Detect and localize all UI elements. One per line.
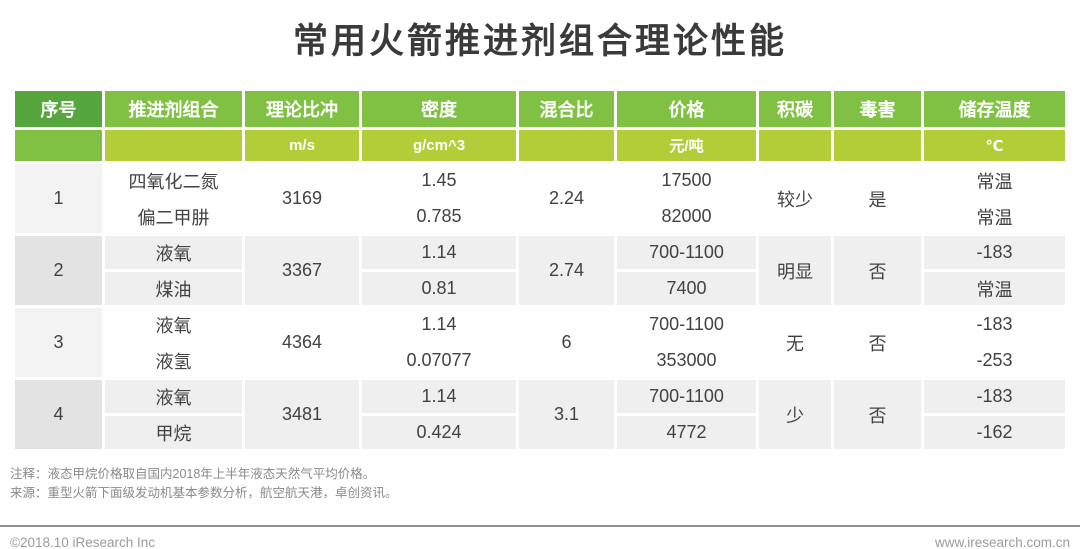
unit-propellant xyxy=(105,130,242,161)
cell-storage-fuel: 常温 xyxy=(924,272,1065,305)
page: 常用火箭推进剂组合理论性能 序号 推进剂组合 理论比冲 密度 混合比 价格 积碳… xyxy=(0,13,1080,549)
cell-price-oxidizer: 700-1100 xyxy=(617,236,756,269)
cell-density-oxidizer: 1.14 xyxy=(362,308,516,341)
cell-storage-oxidizer: -183 xyxy=(924,380,1065,413)
table-row: 1 四氧化二氮 3169 1.45 2.24 17500 较少 是 常温 xyxy=(15,164,1065,233)
cell-density-oxidizer: 1.14 xyxy=(362,380,516,413)
unit-row: m/s g/cm^3 元/吨 ℃ xyxy=(15,130,1065,161)
cell-fuel: 偏二甲肼 xyxy=(105,200,242,233)
col-header-density: 密度 xyxy=(362,91,516,127)
cell-storage-oxidizer: -183 xyxy=(924,236,1065,269)
cell-fuel: 液氢 xyxy=(105,344,242,377)
col-header-carbon: 积碳 xyxy=(759,91,831,127)
cell-index: 1 xyxy=(15,164,102,233)
cell-oxidizer: 液氧 xyxy=(105,308,242,341)
cell-index: 4 xyxy=(15,380,102,449)
cell-density-oxidizer: 1.45 xyxy=(362,164,516,197)
cell-toxic: 是 xyxy=(834,164,921,233)
cell-impulse: 4364 xyxy=(245,308,359,377)
unit-impulse: m/s xyxy=(245,130,359,161)
cell-toxic: 否 xyxy=(834,380,921,449)
unit-price: 元/吨 xyxy=(617,130,756,161)
cell-fuel: 煤油 xyxy=(105,272,242,305)
cell-density-fuel: 0.424 xyxy=(362,416,516,449)
cell-price-oxidizer: 700-1100 xyxy=(617,308,756,341)
cell-fuel: 甲烷 xyxy=(105,416,242,449)
cell-ratio: 2.74 xyxy=(519,236,614,305)
footer-divider xyxy=(0,525,1080,527)
cell-toxic: 否 xyxy=(834,236,921,305)
cell-oxidizer: 液氧 xyxy=(105,236,242,269)
unit-index xyxy=(15,130,102,161)
cell-carbon: 少 xyxy=(759,380,831,449)
cell-ratio: 2.24 xyxy=(519,164,614,233)
footnotes: 注释：液态甲烷价格取自国内2018年上半年液态天然气平均价格。 来源：重型火箭下… xyxy=(10,465,1080,504)
unit-storage: ℃ xyxy=(924,130,1065,161)
cell-toxic: 否 xyxy=(834,308,921,377)
cell-storage-fuel: -253 xyxy=(924,344,1065,377)
unit-ratio xyxy=(519,130,614,161)
cell-price-oxidizer: 700-1100 xyxy=(617,380,756,413)
cell-ratio: 3.1 xyxy=(519,380,614,449)
unit-carbon xyxy=(759,130,831,161)
table-subrow: 液氢 0.07077 353000 -253 xyxy=(15,344,1065,377)
unit-toxic xyxy=(834,130,921,161)
unit-density: g/cm^3 xyxy=(362,130,516,161)
cell-impulse: 3367 xyxy=(245,236,359,305)
website-text: www.iresearch.com.cn xyxy=(934,535,1070,549)
cell-density-fuel: 0.785 xyxy=(362,200,516,233)
table-subrow: 甲烷 0.424 4772 -162 xyxy=(15,416,1065,449)
cell-density-oxidizer: 1.14 xyxy=(362,236,516,269)
cell-index: 3 xyxy=(15,308,102,377)
table-row: 4 液氧 3481 1.14 3.1 700-1100 少 否 -183 xyxy=(15,380,1065,449)
col-header-index: 序号 xyxy=(15,91,102,127)
cell-storage-fuel: 常温 xyxy=(924,200,1065,233)
cell-impulse: 3169 xyxy=(245,164,359,233)
source-line: 来源：重型火箭下面级发动机基本参数分析，航空航天港，卓创资讯。 xyxy=(10,486,398,501)
col-header-ratio: 混合比 xyxy=(519,91,614,127)
header-row: 序号 推进剂组合 理论比冲 密度 混合比 价格 积碳 毒害 储存温度 xyxy=(15,91,1065,127)
cell-oxidizer: 液氧 xyxy=(105,380,242,413)
cell-storage-oxidizer: 常温 xyxy=(924,164,1065,197)
table-row: 2 液氧 3367 1.14 2.74 700-1100 明显 否 -183 xyxy=(15,236,1065,305)
col-header-impulse: 理论比冲 xyxy=(245,91,359,127)
copyright-text: ©2018.10 iResearch Inc xyxy=(10,535,156,549)
table-subrow: 偏二甲肼 0.785 82000 常温 xyxy=(15,200,1065,233)
cell-storage-oxidizer: -183 xyxy=(924,308,1065,341)
table-row: 3 液氧 4364 1.14 6 700-1100 无 否 -183 xyxy=(15,308,1065,377)
page-title: 常用火箭推进剂组合理论性能 xyxy=(292,22,787,61)
cell-price-fuel: 4772 xyxy=(617,416,756,449)
cell-impulse: 3481 xyxy=(245,380,359,449)
cell-index: 2 xyxy=(15,236,102,305)
table-subrow: 煤油 0.81 7400 常温 xyxy=(15,272,1065,305)
col-header-storage: 储存温度 xyxy=(924,91,1065,127)
cell-carbon: 明显 xyxy=(759,236,831,305)
cell-carbon: 无 xyxy=(759,308,831,377)
cell-storage-fuel: -162 xyxy=(924,416,1065,449)
cell-price-fuel: 82000 xyxy=(617,200,756,233)
cell-density-fuel: 0.07077 xyxy=(362,344,516,377)
col-header-price: 价格 xyxy=(617,91,756,127)
cell-density-fuel: 0.81 xyxy=(362,272,516,305)
cell-oxidizer: 四氧化二氮 xyxy=(105,164,242,197)
cell-price-fuel: 7400 xyxy=(617,272,756,305)
cell-ratio: 6 xyxy=(519,308,614,377)
note-line: 注释：液态甲烷价格取自国内2018年上半年液态天然气平均价格。 xyxy=(10,467,376,481)
footer-bar: ©2018.10 iResearch Inc www.iresearch.com… xyxy=(0,535,1080,549)
col-header-toxic: 毒害 xyxy=(834,91,921,127)
cell-carbon: 较少 xyxy=(759,164,831,233)
col-header-propellant: 推进剂组合 xyxy=(105,91,242,127)
cell-price-oxidizer: 17500 xyxy=(617,164,756,197)
cell-price-fuel: 353000 xyxy=(617,344,756,377)
propellant-table: 序号 推进剂组合 理论比冲 密度 混合比 价格 积碳 毒害 储存温度 m/s g… xyxy=(12,88,1068,452)
